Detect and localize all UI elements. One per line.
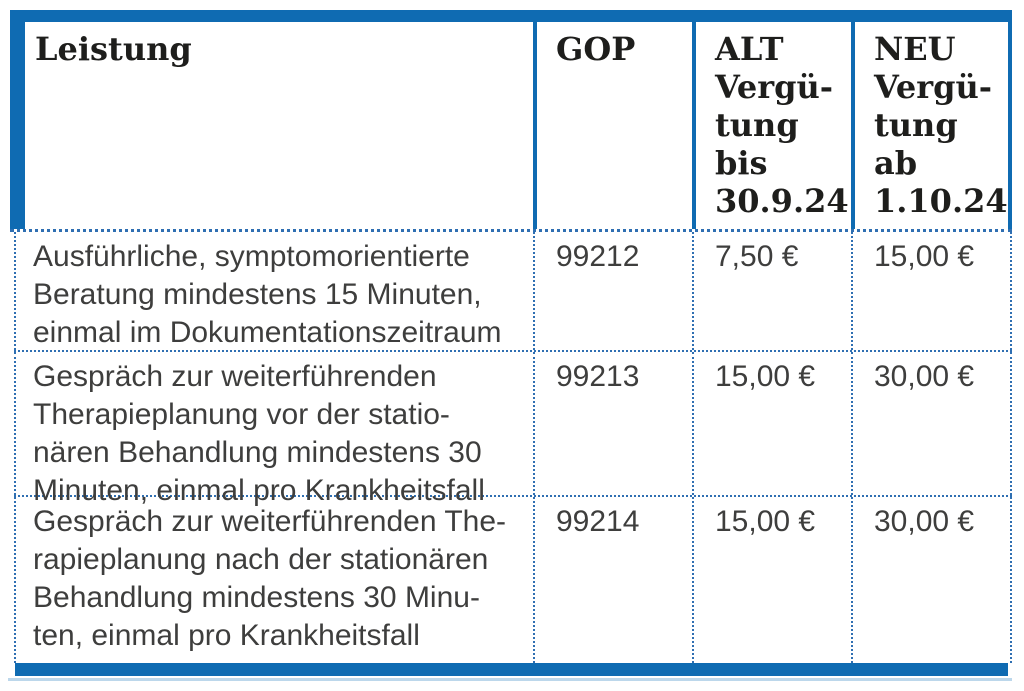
- cell-gop: 99213: [533, 352, 692, 495]
- cell-leistung: Gespräch zur weiterführenden Therapiepla…: [14, 352, 533, 507]
- col-header-neu-verguetung: NEU Vergü- tung ab 1.10.24: [851, 22, 1012, 229]
- table-row: Gespräch zur weiterführenden Therapiepla…: [14, 352, 1012, 507]
- cell-neu-verguetung: 15,00 €: [851, 232, 1012, 350]
- cell-alt-verguetung: 15,00 €: [692, 352, 851, 495]
- col-header-alt-verguetung: ALT Vergü- tung bis 30.9.24: [692, 22, 851, 229]
- table-top-rule: [10, 10, 1012, 22]
- cell-leistung: Gespräch zur weiterführenden The- rapiep…: [14, 497, 533, 663]
- table-bottom-accent-line: [8, 678, 1012, 681]
- col-header-leistung: Leistung: [10, 22, 533, 229]
- cell-alt-verguetung: 7,50 €: [692, 232, 851, 350]
- cell-gop: 99214: [533, 497, 692, 663]
- cell-gop: 99212: [533, 232, 692, 350]
- cell-neu-verguetung: 30,00 €: [851, 352, 1012, 495]
- cell-neu-verguetung: 30,00 €: [851, 497, 1012, 663]
- cell-alt-verguetung: 15,00 €: [692, 497, 851, 663]
- fee-table: Leistung GOP ALT Vergü- tung bis 30.9.24…: [8, 10, 1012, 681]
- table-row: Gespräch zur weiterführenden The- rapiep…: [14, 497, 1012, 663]
- table-bottom-rule: [15, 663, 1008, 676]
- cell-leistung: Ausführliche, symptomorientierte Beratun…: [14, 232, 533, 350]
- table-row: Ausführliche, symptomorientierte Beratun…: [14, 232, 1012, 352]
- table-header-row: Leistung GOP ALT Vergü- tung bis 30.9.24…: [10, 22, 1012, 232]
- col-header-gop: GOP: [533, 22, 692, 229]
